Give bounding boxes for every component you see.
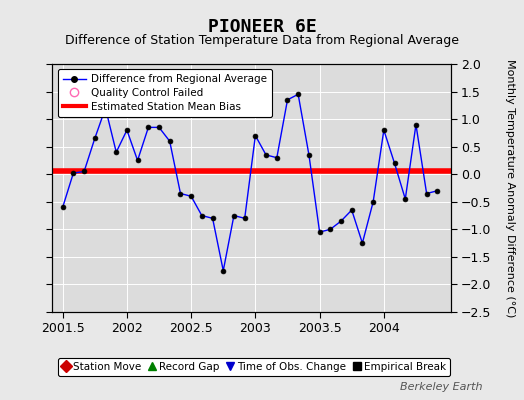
Text: PIONEER 6E: PIONEER 6E <box>208 18 316 36</box>
Legend: Station Move, Record Gap, Time of Obs. Change, Empirical Break: Station Move, Record Gap, Time of Obs. C… <box>58 358 450 376</box>
Text: Difference of Station Temperature Data from Regional Average: Difference of Station Temperature Data f… <box>65 34 459 47</box>
Text: Berkeley Earth: Berkeley Earth <box>400 382 482 392</box>
Y-axis label: Monthly Temperature Anomaly Difference (°C): Monthly Temperature Anomaly Difference (… <box>506 59 516 317</box>
